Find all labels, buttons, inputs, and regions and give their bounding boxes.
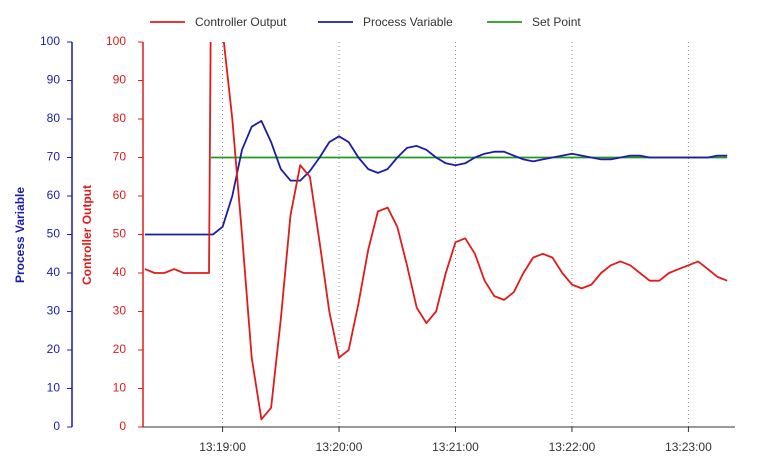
y-tick-label: 80 — [47, 111, 61, 125]
y-tick-label: 90 — [47, 73, 61, 87]
y-tick-label: 50 — [47, 227, 61, 241]
y-tick-label: 70 — [47, 150, 61, 164]
x-tick-label: 13:21:00 — [432, 440, 479, 454]
y2-tick-label: 10 — [113, 381, 127, 395]
y-tick-label: 100 — [40, 34, 60, 48]
series-line — [144, 120, 728, 236]
legend-label: Process Variable — [363, 15, 453, 29]
legend-label: Controller Output — [195, 15, 287, 29]
y2-tick-label: 20 — [113, 342, 127, 356]
y2-tick-label: 100 — [106, 34, 126, 48]
x-tick-label: 13:23:00 — [665, 440, 712, 454]
x-tick-label: 13:19:00 — [199, 440, 246, 454]
y-tick-label: 30 — [47, 304, 61, 318]
y2-tick-label: 40 — [113, 265, 127, 279]
y2-tick-label: 50 — [113, 227, 127, 241]
y-tick-label: 0 — [53, 419, 60, 433]
y2-tick-label: 0 — [119, 419, 126, 433]
y2-tick-label: 90 — [113, 73, 127, 87]
y-tick-label: 20 — [47, 342, 61, 356]
y-tick-label: 40 — [47, 265, 61, 279]
legend-label: Set Point — [532, 15, 581, 29]
y2-axis-title: Controller Output — [80, 185, 94, 285]
plot-area — [144, 42, 728, 421]
y2-tick-label: 70 — [113, 150, 127, 164]
y2-tick-label: 60 — [113, 188, 127, 202]
y2-tick-label: 30 — [113, 304, 127, 318]
x-tick-label: 13:22:00 — [549, 440, 596, 454]
y2-tick-label: 80 — [113, 111, 127, 125]
series-line — [144, 42, 728, 421]
y-tick-label: 10 — [47, 381, 61, 395]
y-tick-label: 60 — [47, 188, 61, 202]
x-tick-label: 13:20:00 — [316, 440, 363, 454]
y-axis-title: Process Variable — [13, 187, 27, 283]
